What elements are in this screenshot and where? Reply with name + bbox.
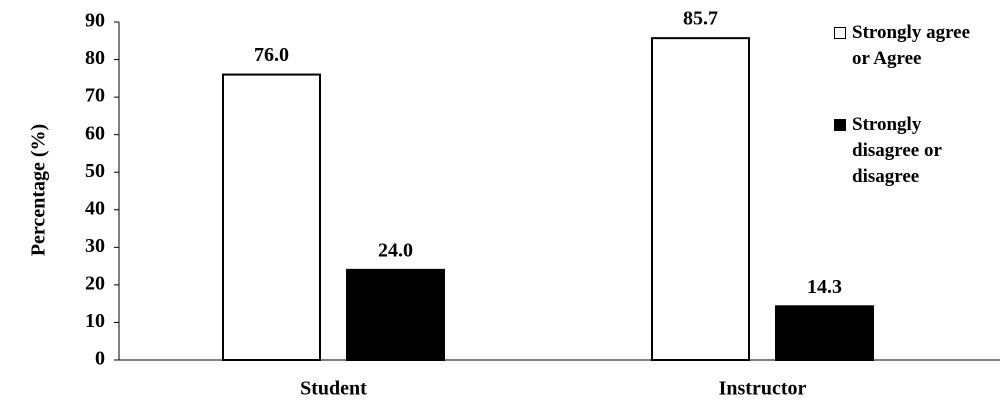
legend-item: Strongly agree or Agree bbox=[834, 20, 984, 72]
y-tick-label: 20 bbox=[85, 272, 105, 294]
y-tick-label: 30 bbox=[85, 235, 105, 257]
x-tick-label: Student bbox=[300, 378, 367, 400]
legend-item: Strongly disagree or disagree bbox=[834, 112, 984, 190]
y-tick-label: 40 bbox=[85, 197, 105, 219]
y-tick-label: 0 bbox=[95, 348, 105, 370]
bar bbox=[346, 268, 445, 361]
bar bbox=[222, 73, 321, 361]
value-label: 76.0 bbox=[254, 44, 289, 66]
y-tick-label: 60 bbox=[85, 122, 105, 144]
value-label: 14.3 bbox=[807, 276, 842, 298]
legend-label: Strongly agree or Agree bbox=[852, 22, 971, 69]
value-label: 85.7 bbox=[683, 8, 718, 30]
legend-swatch bbox=[834, 27, 846, 39]
y-tick-label: 90 bbox=[85, 10, 105, 32]
legend-swatch bbox=[834, 119, 846, 131]
y-tick-label: 80 bbox=[85, 47, 105, 69]
x-tick-label: Instructor bbox=[719, 378, 807, 400]
legend-label: Strongly disagree or disagree bbox=[852, 114, 942, 187]
bar bbox=[775, 305, 874, 362]
y-axis-label: Percentage (%) bbox=[28, 124, 50, 256]
y-tick-label: 10 bbox=[85, 310, 105, 332]
y-tick-label: 50 bbox=[85, 160, 105, 182]
bar bbox=[651, 37, 750, 361]
legend: Strongly agree or Agree Strongly disagree… bbox=[834, 20, 984, 230]
y-tick-label: 70 bbox=[85, 85, 105, 107]
value-label: 24.0 bbox=[378, 239, 413, 261]
